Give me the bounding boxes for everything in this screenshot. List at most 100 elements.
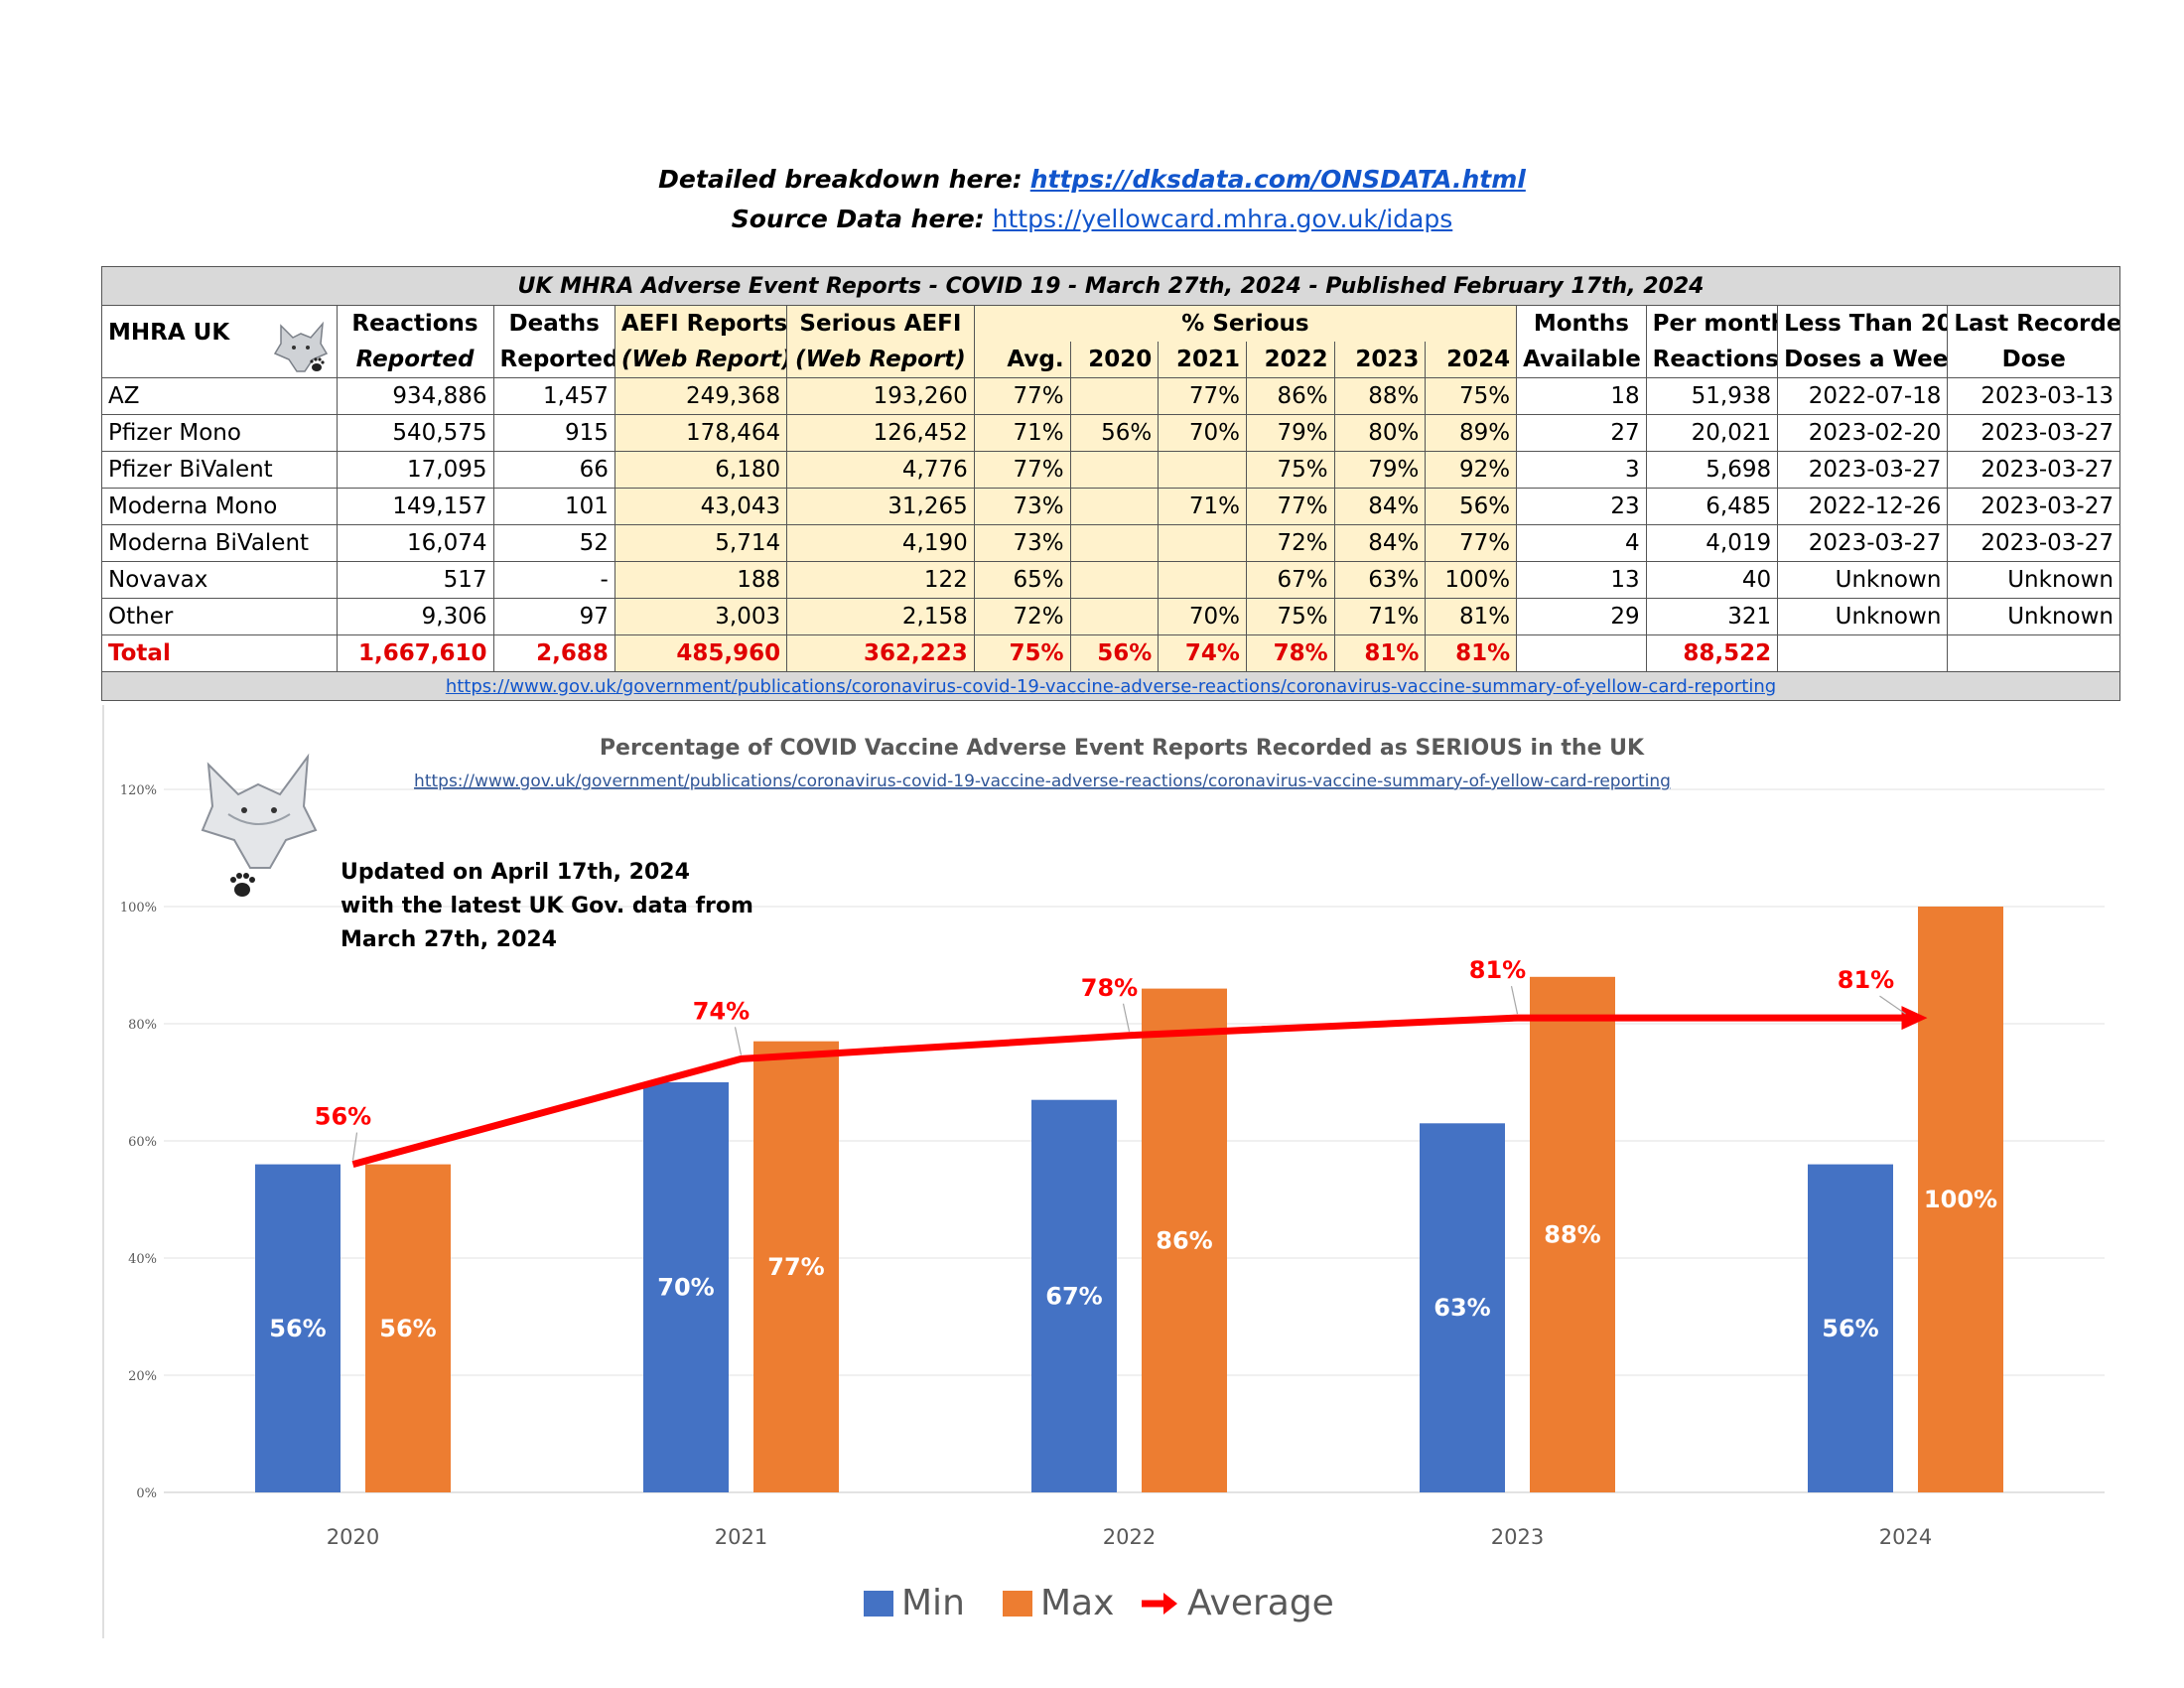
col-header-3-line2: (Web Report)	[786, 342, 975, 378]
cell-aefi: 43,043	[614, 488, 788, 525]
y-tick-label: 120%	[120, 783, 157, 798]
x-tick-label: 2020	[327, 1525, 379, 1549]
cell-y2023: 79%	[1333, 451, 1427, 489]
legend-label-max: Max	[1040, 1583, 1114, 1623]
col-header-3-line1: Serious AEFI	[786, 305, 975, 342]
cell-deaths: -	[492, 561, 615, 599]
cell-deaths: 1,457	[492, 377, 615, 415]
cell-y2021: 71%	[1158, 488, 1247, 525]
col-header-2-line2: (Web Report)	[614, 342, 788, 378]
col-header-0-line1: Reactions	[336, 305, 494, 342]
average-value-label: 81%	[1838, 966, 1894, 994]
cell-per_month: 51,938	[1645, 377, 1779, 415]
bar-value-label: 77%	[767, 1253, 824, 1281]
cell-y2024: 81%	[1425, 634, 1518, 672]
legend-swatch-max	[1003, 1591, 1032, 1617]
source-link[interactable]: https://yellowcard.mhra.gov.uk/idaps	[992, 205, 1453, 233]
cell-y2023: 81%	[1333, 634, 1427, 672]
cell-y2022: 75%	[1245, 598, 1335, 635]
wolf-logo-icon	[273, 321, 328, 372]
cell-last_dose: 2023-03-27	[1947, 451, 2120, 489]
cell-serious: 193,260	[786, 377, 975, 415]
serious-percentage-chart: 0% 20% 40% 60% 80% 100% 120% Percentage of COVI…	[102, 705, 2105, 1638]
cell-name: Other	[101, 598, 338, 635]
cell-y2022: 67%	[1245, 561, 1335, 599]
y-tick-label: 0%	[136, 1486, 157, 1501]
cell-serious: 31,265	[786, 488, 975, 525]
bar-value-label: 56%	[269, 1315, 326, 1342]
col-header-2-line1: AEFI Reports	[614, 305, 788, 342]
cell-less200	[1777, 634, 1949, 672]
table-row: Novavax 517-188 122 65% 67% 63% 100% 13 40 Unknow…	[101, 561, 2120, 599]
cell-y2021: 74%	[1158, 634, 1247, 672]
corner-label: MHRA UK	[108, 320, 230, 346]
cell-y2021: 77%	[1158, 377, 1247, 415]
bar-max-2024	[1918, 907, 2003, 1492]
average-value-label: 81%	[1469, 956, 1526, 984]
table-row: Moderna Mono 149,157 101 43,043 31,265 73% 71%…	[101, 488, 2120, 525]
cell-y2024: 56%	[1425, 488, 1518, 525]
cell-deaths: 97	[492, 598, 615, 635]
cell-aefi: 188	[614, 561, 788, 599]
legend-label-average: Average	[1187, 1583, 1334, 1623]
col-header-7-line2: Doses a Week	[1777, 342, 1949, 378]
cell-last_dose: 2023-03-27	[1947, 524, 2120, 562]
pct-subheader-2022: 2022	[1245, 342, 1335, 378]
cell-y2021	[1158, 561, 1247, 599]
table-title: UK MHRA Adverse Event Reports - COVID 19…	[101, 266, 2120, 306]
legend-label-min: Min	[901, 1583, 965, 1623]
source-label: Source Data here:	[731, 205, 985, 233]
cell-avg: 72%	[973, 598, 1071, 635]
cell-avg: 73%	[973, 524, 1071, 562]
bar-min-2023	[1420, 1123, 1505, 1492]
cell-less200: 2023-03-27	[1777, 524, 1949, 562]
cell-y2020	[1069, 561, 1160, 599]
cell-y2020: 56%	[1069, 634, 1160, 672]
cell-aefi: 3,003	[614, 598, 788, 635]
col-header-5-line2: Available	[1516, 342, 1647, 378]
breakdown-label: Detailed breakdown here:	[658, 165, 1023, 194]
average-value-label: 74%	[693, 997, 750, 1025]
bar-min-2022	[1031, 1099, 1117, 1492]
cell-y2020: 56%	[1069, 414, 1160, 452]
cell-months: 3	[1516, 451, 1647, 489]
breakdown-link[interactable]: https://dksdata.com/ONSDATA.html	[1029, 165, 1526, 194]
chart-subtitle-link[interactable]: https://www.gov.uk/government/publicatio…	[414, 772, 1671, 791]
cell-y2020	[1069, 451, 1160, 489]
cell-aefi: 178,464	[614, 414, 788, 452]
cell-deaths: 915	[492, 414, 615, 452]
y-tick-label: 80%	[128, 1018, 157, 1033]
bar-max-2022	[1142, 988, 1227, 1492]
cell-y2024: 92%	[1425, 451, 1518, 489]
cell-months	[1516, 634, 1647, 672]
cell-per_month: 6,485	[1645, 488, 1779, 525]
cell-last_dose: 2023-03-27	[1947, 414, 2120, 452]
average-leader-line	[734, 1027, 743, 1055]
cell-y2023: 88%	[1333, 377, 1427, 415]
cell-aefi: 6,180	[614, 451, 788, 489]
cell-serious: 4,190	[786, 524, 975, 562]
cell-y2024: 100%	[1425, 561, 1518, 599]
cell-deaths: 101	[492, 488, 615, 525]
cell-serious: 362,223	[786, 634, 975, 672]
legend-arrow-icon	[1163, 1593, 1177, 1615]
chart-annotation-line: with the latest UK Gov. data from	[341, 894, 753, 918]
cell-per_month: 20,021	[1645, 414, 1779, 452]
bar-value-label: 100%	[1924, 1186, 1997, 1213]
cell-name: Novavax	[101, 561, 338, 599]
cell-name: Total	[101, 634, 338, 672]
cell-name: Moderna Mono	[101, 488, 338, 525]
cell-y2020	[1069, 488, 1160, 525]
cell-per_month: 88,522	[1645, 634, 1779, 672]
cell-y2021	[1158, 524, 1247, 562]
pct-subheader-2024: 2024	[1425, 342, 1518, 378]
x-tick-label: 2021	[715, 1525, 767, 1549]
cell-months: 18	[1516, 377, 1647, 415]
cell-y2021	[1158, 451, 1247, 489]
cell-deaths: 66	[492, 451, 615, 489]
table-source-link[interactable]: https://www.gov.uk/government/publicatio…	[445, 675, 1777, 697]
cell-y2022: 77%	[1245, 488, 1335, 525]
table-row: Moderna BiValent 16,074 52 5,714 4,190 73% 72%…	[101, 524, 2120, 562]
cell-y2022: 72%	[1245, 524, 1335, 562]
cell-less200: Unknown	[1777, 561, 1949, 599]
